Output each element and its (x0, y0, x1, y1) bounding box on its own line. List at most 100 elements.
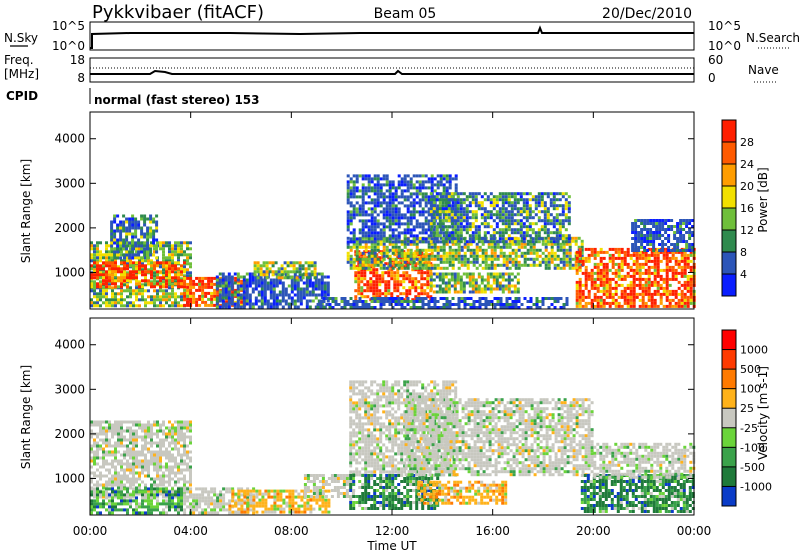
power-cell (186, 244, 189, 247)
power-cell (410, 195, 413, 198)
power-cell (472, 216, 475, 219)
power-cell (672, 278, 675, 281)
power-cell (347, 183, 350, 186)
velocity-cell (114, 448, 117, 451)
power-cell (554, 267, 557, 270)
power-cell (666, 299, 669, 302)
power-cell (171, 244, 174, 247)
power-cell (237, 294, 240, 297)
power-cell (401, 264, 404, 267)
power-cell (353, 267, 356, 270)
power-cell (150, 298, 153, 301)
power-cell (624, 296, 627, 299)
power-cell (129, 273, 132, 276)
power-cell (673, 246, 676, 249)
power-cell (612, 266, 615, 269)
power-cell (494, 252, 497, 255)
power-cell (657, 260, 660, 263)
power-cell (538, 192, 541, 195)
power-cell (433, 210, 436, 213)
power-cell (243, 303, 246, 306)
power-cell (443, 177, 446, 180)
power-cell (377, 300, 380, 303)
power-cell (512, 261, 515, 264)
power-cell (515, 261, 518, 264)
power-cell (457, 276, 460, 279)
power-cell (536, 255, 539, 258)
power-cell (508, 216, 511, 219)
power-cell (398, 219, 401, 222)
power-cell (446, 261, 449, 264)
power-cell (469, 276, 472, 279)
power-cell (141, 298, 144, 301)
power-cell (538, 237, 541, 240)
power-cell (630, 305, 633, 308)
power-cell (93, 250, 96, 253)
power-cell (369, 277, 372, 280)
power-cell (141, 292, 144, 295)
power-cell (315, 282, 318, 285)
power-cell (416, 258, 419, 261)
power-cell (390, 274, 393, 277)
power-cell (347, 222, 350, 225)
power-cell (566, 249, 569, 252)
power-cell (612, 302, 615, 305)
power-cell (93, 265, 96, 268)
power-cell (387, 286, 390, 289)
power-cell (231, 288, 234, 291)
power-cell (437, 186, 440, 189)
power-cell (651, 299, 654, 302)
power-cell (434, 243, 437, 246)
power-cell (146, 257, 149, 260)
power-cell (553, 198, 556, 201)
power-cell (146, 230, 149, 233)
power-cell (413, 240, 416, 243)
power-cell (402, 277, 405, 280)
power-cell (563, 261, 566, 264)
power-cell (536, 297, 539, 300)
velocity-cell (117, 463, 120, 466)
power-cell (380, 177, 383, 180)
power-cell (454, 279, 457, 282)
power-cell (360, 277, 363, 280)
power-cell (639, 269, 642, 272)
power-cell (651, 302, 654, 305)
power-cell (500, 300, 503, 303)
power-cell (401, 252, 404, 255)
power-cell (436, 195, 439, 198)
power-cell (627, 296, 630, 299)
power-cell (401, 249, 404, 252)
power-cell (162, 241, 165, 244)
power-cell (445, 210, 448, 213)
power-cell (266, 261, 269, 264)
power-cell (469, 204, 472, 207)
power-cell (457, 219, 460, 222)
power-cell (634, 246, 637, 249)
power-cell (454, 240, 457, 243)
power-cell (548, 243, 551, 246)
power-cell (113, 248, 116, 251)
power-cell (327, 282, 330, 285)
power-cell (572, 240, 575, 243)
power-cell (113, 215, 116, 218)
power-cell (649, 219, 652, 222)
power-cell (451, 279, 454, 282)
power-cell (410, 216, 413, 219)
power-cell (368, 174, 371, 177)
power-cell (180, 241, 183, 244)
power-cell (642, 305, 645, 308)
power-cell (687, 263, 690, 266)
power-cell (392, 258, 395, 261)
power-cell (410, 177, 413, 180)
power-cell (551, 255, 554, 258)
power-cell (514, 285, 517, 288)
power-cell (490, 225, 493, 228)
power-cell (347, 228, 350, 231)
power-cell (553, 240, 556, 243)
power-cell (578, 237, 581, 240)
power-cell (472, 213, 475, 216)
power-cell (688, 222, 691, 225)
power-cell (511, 222, 514, 225)
power-cell (168, 256, 171, 259)
power-cell (648, 299, 651, 302)
